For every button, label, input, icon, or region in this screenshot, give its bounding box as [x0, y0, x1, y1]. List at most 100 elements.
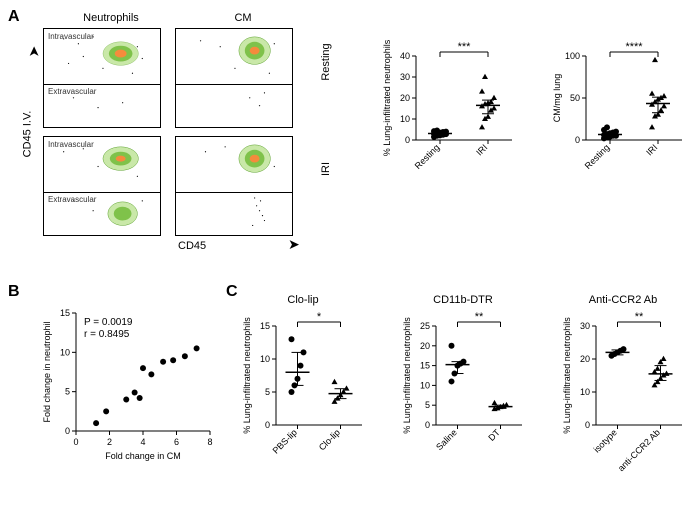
svg-text:15: 15 — [60, 308, 70, 318]
svg-text:25: 25 — [420, 321, 430, 331]
flow-yaxis-label: CD45 I.V. — [21, 111, 33, 158]
svg-text:0: 0 — [585, 420, 590, 430]
chart-title: Anti-CCR2 Ab — [558, 294, 688, 306]
svg-text:0: 0 — [405, 135, 410, 145]
panel-c-chart1: CD11b-DTR 0510152025% Lung-infiltrated n… — [398, 308, 528, 473]
flow-divider — [176, 84, 292, 85]
svg-text:% Lung-infiltrated neutrophils: % Lung-infiltrated neutrophils — [402, 317, 412, 434]
svg-text:100: 100 — [565, 51, 580, 61]
panel-b-label: B — [8, 283, 20, 301]
svg-text:r = 0.8495: r = 0.8495 — [84, 329, 130, 340]
svg-text:DT: DT — [486, 427, 502, 443]
flow-plot-cm-resting — [175, 28, 293, 128]
flow-svg — [44, 29, 160, 127]
arrow-right-icon: ➤ — [288, 236, 300, 253]
panel-c: Clo-lip 0 5 10 15 % Lung-infiltrated neutrop… — [238, 293, 698, 493]
svg-text:5: 5 — [65, 387, 70, 397]
svg-text:30: 30 — [400, 72, 410, 82]
svg-text:6: 6 — [174, 437, 179, 447]
panel-c-label: C — [226, 283, 238, 301]
svg-text:% Lung-infiltrated neutrophils: % Lung-infiltrated neutrophils — [382, 39, 392, 156]
row-b: B 05101502468Fold change in neutrophilFo… — [8, 283, 692, 508]
flow-plot-neutro-resting: Intravascular Extravascular — [43, 28, 161, 128]
svg-text:0: 0 — [65, 426, 70, 436]
svg-text:IRI: IRI — [644, 142, 659, 157]
flow-svg — [176, 137, 292, 235]
chart-title: CD11b-DTR — [398, 294, 528, 306]
chart-svg: 0 5 10 15 % Lung-infiltrated neutrophils PBS-… — [238, 308, 368, 473]
panel-a-chart1: 0 10 20 30 40 % Lung-infiltrated neutrophils R… — [378, 38, 518, 188]
panel-c-chart0: Clo-lip 0 5 10 15 % Lung-infiltrated neutrop… — [238, 308, 368, 473]
svg-text:5: 5 — [425, 400, 430, 410]
svg-text:****: **** — [625, 41, 643, 53]
flow-extra-text: Extravascular — [48, 195, 96, 204]
flow-plot-neutro-iri: Intravascular Extravascular — [43, 136, 161, 236]
chart-svg: 0 50 100 CM/mg lung Resting IRI **** — [548, 38, 688, 188]
svg-text:10: 10 — [420, 380, 430, 390]
svg-text:Saline: Saline — [434, 427, 459, 452]
svg-text:15: 15 — [260, 321, 270, 331]
svg-text:10: 10 — [260, 354, 270, 364]
flow-divider — [44, 192, 160, 193]
svg-text:PBS-lip: PBS-lip — [271, 427, 299, 455]
panel-a-label: A — [8, 8, 20, 26]
svg-text:% Lung-infiltrated neutrophils: % Lung-infiltrated neutrophils — [562, 317, 572, 434]
flow-svg — [176, 29, 292, 127]
flow-intra-text: Intravascular — [48, 140, 94, 149]
svg-text:20: 20 — [400, 93, 410, 103]
flow-divider — [176, 192, 292, 193]
svg-text:10: 10 — [400, 114, 410, 124]
svg-text:10: 10 — [580, 387, 590, 397]
svg-text:Resting: Resting — [583, 142, 612, 171]
svg-text:isotype: isotype — [592, 427, 619, 454]
svg-text:**: ** — [635, 311, 644, 323]
figure-root: A Neutrophils CM Resting IRI — [8, 8, 692, 510]
svg-text:20: 20 — [420, 341, 430, 351]
flow-divider — [44, 84, 160, 85]
svg-text:% Lung-infiltrated neutrophils: % Lung-infiltrated neutrophils — [242, 317, 252, 434]
chart-svg: 05101502468Fold change in neutrophilFold… — [38, 293, 218, 473]
flow-xaxis-label: CD45 — [178, 240, 206, 252]
svg-text:***: *** — [458, 41, 472, 53]
svg-text:10: 10 — [60, 347, 70, 357]
panel-b: 05101502468Fold change in neutrophilFold… — [38, 293, 218, 473]
svg-text:15: 15 — [420, 361, 430, 371]
svg-text:40: 40 — [400, 51, 410, 61]
svg-text:*: * — [317, 311, 322, 323]
flow-plot-cm-iri — [175, 136, 293, 236]
svg-text:P = 0.0019: P = 0.0019 — [84, 317, 133, 328]
svg-text:30: 30 — [580, 321, 590, 331]
flow-grid: Neutrophils CM Resting IRI — [43, 28, 308, 243]
svg-text:8: 8 — [207, 437, 212, 447]
flow-extra-text: Extravascular — [48, 87, 96, 96]
svg-text:20: 20 — [580, 354, 590, 364]
svg-text:Fold change in neutrophil: Fold change in neutrophil — [42, 321, 52, 422]
panel-a-chart2: 0 50 100 CM/mg lung Resting IRI **** — [548, 38, 688, 188]
flow-col1-label: Neutrophils — [51, 12, 171, 24]
flow-row1-label: Resting — [320, 32, 332, 92]
svg-text:IRI: IRI — [474, 142, 489, 157]
svg-text:Resting: Resting — [413, 142, 442, 171]
svg-text:5: 5 — [265, 387, 270, 397]
flow-row2-label: IRI — [320, 139, 332, 199]
svg-text:0: 0 — [575, 135, 580, 145]
svg-text:anti-CCR2 Ab: anti-CCR2 Ab — [616, 427, 662, 473]
svg-text:0: 0 — [265, 420, 270, 430]
svg-text:0: 0 — [73, 437, 78, 447]
svg-text:CM/mg lung: CM/mg lung — [552, 74, 562, 123]
svg-text:0: 0 — [425, 420, 430, 430]
panel-c-chart2: Anti-CCR2 Ab 0102030% Lung-infiltrated n… — [558, 308, 688, 473]
chart-svg: 0 10 20 30 % Lung-infiltrated neutrophils iso… — [558, 308, 688, 473]
flow-intra-text: Intravascular — [48, 32, 94, 41]
svg-text:4: 4 — [140, 437, 145, 447]
svg-text:50: 50 — [570, 93, 580, 103]
chart-title: Clo-lip — [238, 294, 368, 306]
chart-svg: 0 5 10 15 20 25 % Lung-infiltrated neutrophils… — [398, 308, 528, 473]
svg-text:Clo-lip: Clo-lip — [317, 427, 342, 452]
arrow-up-icon: ➤ — [25, 46, 42, 58]
svg-text:Fold change in CM: Fold change in CM — [105, 451, 181, 461]
chart-svg: 0 10 20 30 40 % Lung-infiltrated neutrophils R… — [378, 38, 518, 188]
flow-svg — [44, 137, 160, 235]
svg-text:**: ** — [475, 311, 484, 323]
flow-col2-label: CM — [183, 12, 303, 24]
